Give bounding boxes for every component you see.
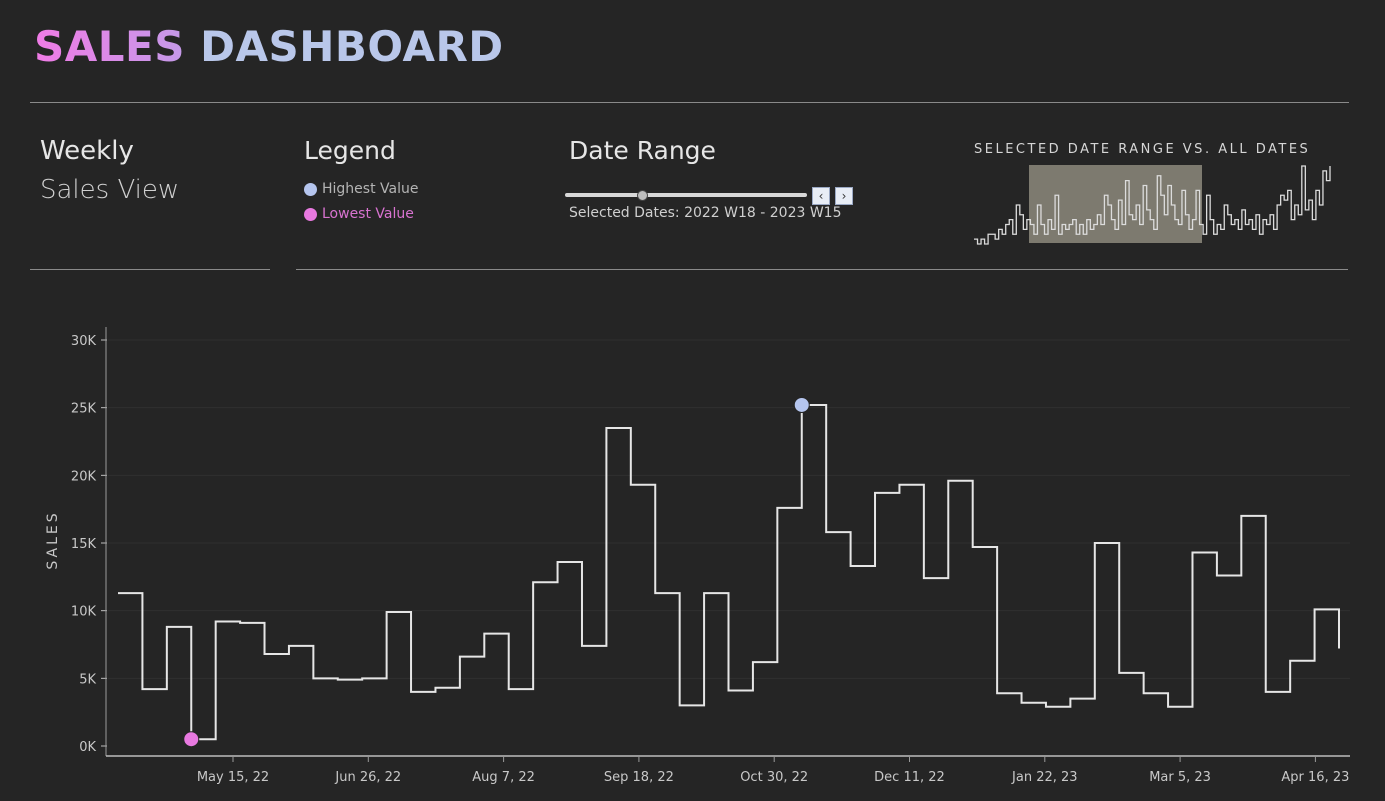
y-tick-label: 20K (71, 469, 97, 484)
title-part-dashboard: DASHBOARD (200, 22, 504, 71)
date-range-title: Date Range (569, 136, 716, 165)
x-tick-label: Dec 11, 22 (874, 770, 945, 785)
highest-value-marker (793, 396, 810, 413)
x-tick-label: Oct 30, 22 (740, 770, 808, 785)
step-back-button[interactable]: ‹ (812, 187, 830, 205)
x-tick-label: Jun 26, 22 (334, 770, 401, 785)
filters-divider (296, 269, 1348, 270)
y-tick-label: 30K (71, 334, 97, 349)
legend-label-highest: Highest Value (322, 181, 419, 197)
mini-overview-chart[interactable] (970, 160, 1340, 252)
y-tick-label: 0K (79, 740, 96, 755)
y-axis-title: SALES (45, 510, 61, 569)
dashboard-title: SALES DASHBOARD (34, 22, 504, 71)
chevron-left-icon: ‹ (818, 189, 824, 203)
header-divider (30, 102, 1349, 103)
legend-item-lowest: Lowest Value (304, 206, 414, 222)
chevron-right-icon: › (841, 189, 847, 203)
sales-view-label: Sales View (40, 175, 180, 205)
mini-chart-title: SELECTED DATE RANGE VS. ALL DATES (974, 142, 1311, 157)
y-tick-label: 15K (71, 537, 97, 552)
step-forward-button[interactable]: › (835, 187, 853, 205)
sales-step-line (118, 403, 1340, 741)
y-tick-label: 10K (71, 605, 97, 620)
legend-title: Legend (304, 136, 396, 165)
selected-dates-text: Selected Dates: 2022 W18 - 2023 W15 (569, 205, 842, 221)
title-part-sales: SALES (34, 22, 185, 71)
x-tick-label: Apr 16, 23 (1281, 770, 1349, 785)
x-tick-label: Jan 22, 23 (1011, 770, 1078, 785)
slider-handle[interactable] (637, 190, 648, 201)
y-tick-label: 5K (79, 672, 96, 687)
legend-item-highest: Highest Value (304, 181, 418, 197)
x-tick-label: May 15, 22 (197, 770, 269, 785)
highest-dot-icon (304, 182, 317, 196)
x-tick-label: Aug 7, 22 (472, 770, 535, 785)
mini-sales-line (974, 165, 1331, 245)
x-tick-label: Mar 5, 23 (1149, 770, 1211, 785)
legend-label-lowest: Lowest Value (322, 206, 414, 222)
lowest-value-marker (183, 731, 200, 748)
date-range-slider[interactable] (565, 193, 807, 197)
y-tick-label: 25K (71, 402, 97, 417)
weekly-divider (30, 269, 270, 270)
weekly-label: Weekly (40, 136, 134, 166)
x-tick-label: Sep 18, 22 (604, 770, 674, 785)
lowest-dot-icon (304, 207, 317, 221)
